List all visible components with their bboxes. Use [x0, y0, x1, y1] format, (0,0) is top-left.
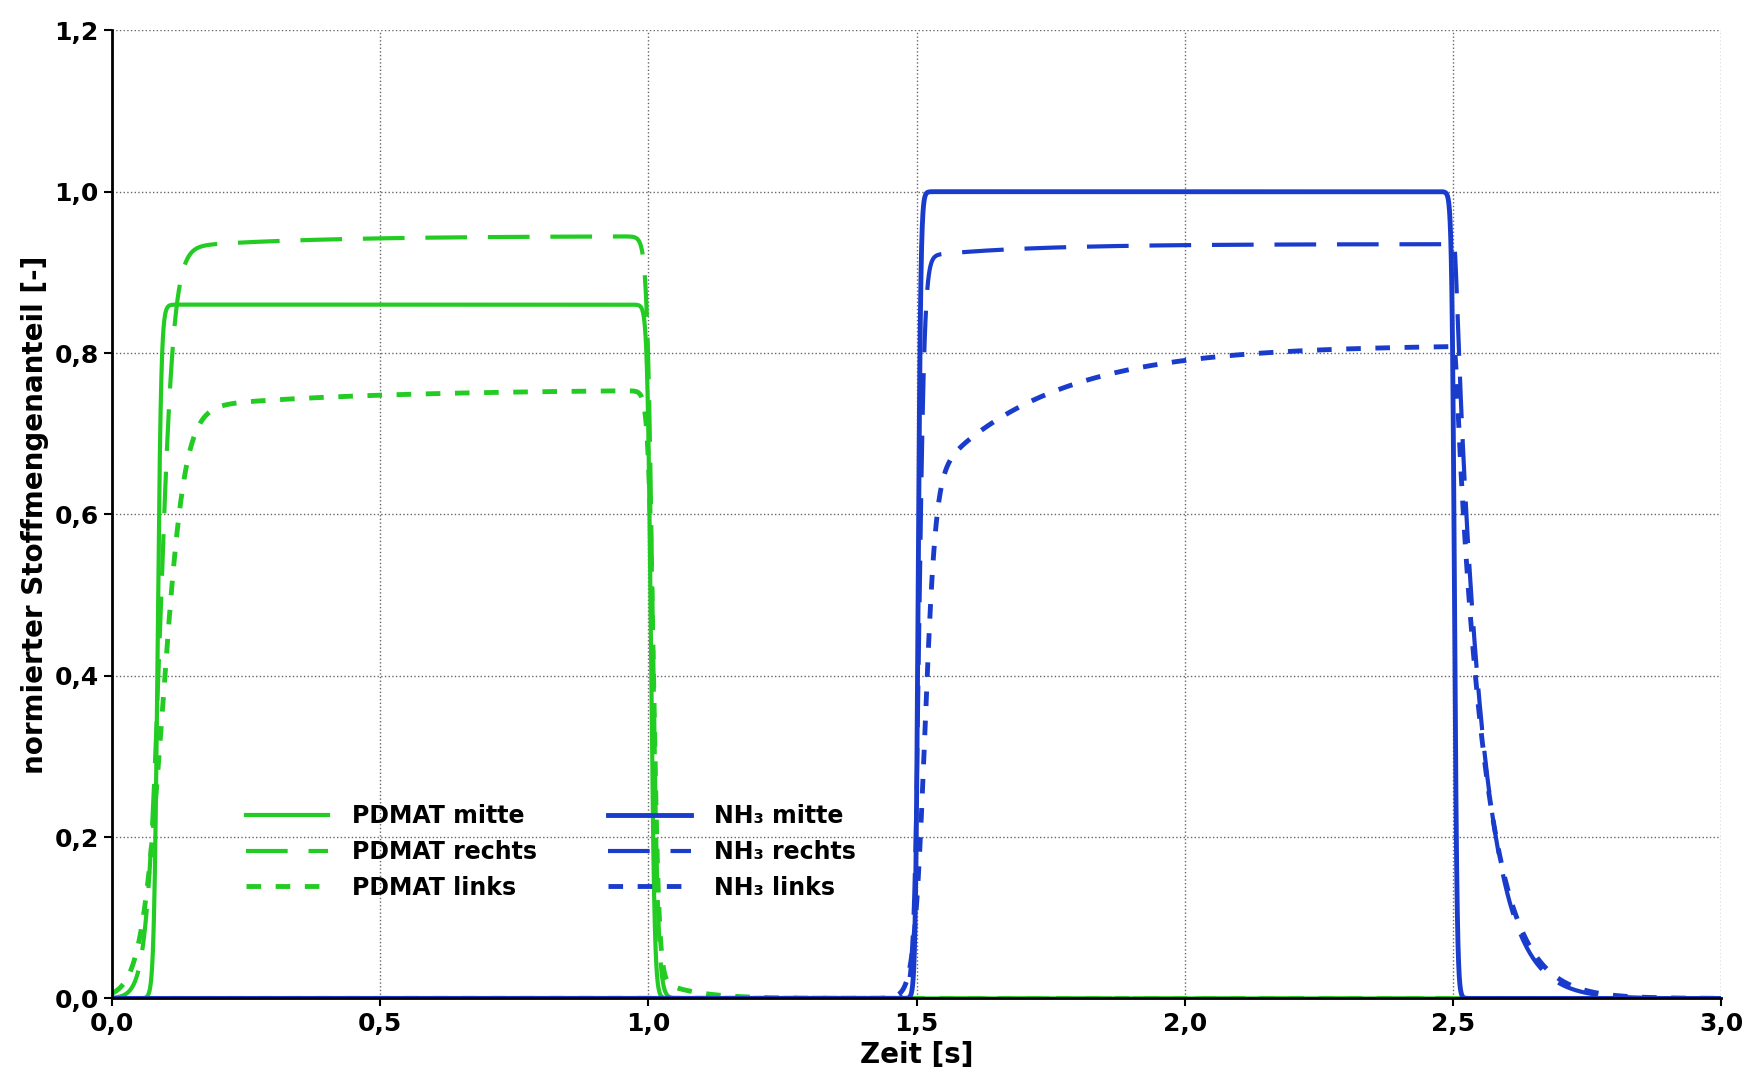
PDMAT rechts: [503, 230, 524, 243]
NH₃ rechts: [503, 992, 524, 1005]
NH₃ links: [863, 992, 884, 1005]
NH₃ links: [503, 992, 524, 1005]
NH₃ mitte: [863, 992, 884, 1005]
PDMAT links: [1074, 992, 1095, 1005]
PDMAT mitte: [1134, 992, 1155, 1005]
PDMAT rechts: [610, 230, 632, 243]
Line: PDMAT mitte: PDMAT mitte: [111, 304, 1722, 998]
NH₃ links: [1074, 374, 1095, 387]
NH₃ rechts: [1134, 239, 1155, 252]
PDMAT links: [616, 385, 637, 398]
NH₃ mitte: [503, 992, 524, 1005]
NH₃ links: [101, 992, 122, 1005]
PDMAT mitte: [503, 298, 524, 311]
PDMAT links: [503, 386, 524, 399]
Line: NH₃ links: NH₃ links: [111, 347, 1722, 998]
PDMAT links: [1711, 992, 1732, 1005]
PDMAT mitte: [863, 992, 884, 1005]
PDMAT rechts: [1607, 992, 1628, 1005]
Line: PDMAT rechts: PDMAT rechts: [111, 237, 1722, 998]
PDMAT mitte: [1607, 992, 1628, 1005]
PDMAT rechts: [1134, 992, 1155, 1005]
PDMAT rechts: [101, 991, 122, 1004]
PDMAT links: [863, 992, 884, 1005]
NH₃ mitte: [1711, 992, 1732, 1005]
NH₃ links: [1443, 340, 1464, 353]
NH₃ mitte: [1492, 992, 1514, 1005]
NH₃ rechts: [1074, 240, 1095, 253]
PDMAT links: [1134, 992, 1155, 1005]
NH₃ mitte: [1134, 185, 1155, 198]
PDMAT links: [1607, 992, 1628, 1005]
PDMAT links: [101, 986, 122, 1000]
NH₃ mitte: [1074, 185, 1095, 198]
PDMAT mitte: [1074, 992, 1095, 1005]
PDMAT rechts: [1254, 992, 1275, 1005]
PDMAT mitte: [706, 992, 727, 1005]
Line: NH₃ mitte: NH₃ mitte: [111, 192, 1722, 998]
NH₃ links: [1607, 989, 1628, 1002]
NH₃ rechts: [1607, 990, 1628, 1003]
PDMAT mitte: [101, 992, 122, 1005]
NH₃ rechts: [101, 992, 122, 1005]
NH₃ mitte: [1607, 992, 1628, 1005]
NH₃ mitte: [956, 185, 977, 198]
NH₃ mitte: [101, 992, 122, 1005]
PDMAT mitte: [1711, 992, 1732, 1005]
NH₃ mitte: [1254, 185, 1275, 198]
PDMAT mitte: [1254, 992, 1275, 1005]
PDMAT rechts: [1074, 992, 1095, 1005]
NH₃ rechts: [1443, 238, 1464, 251]
PDMAT rechts: [863, 992, 884, 1005]
NH₃ links: [1254, 347, 1275, 360]
NH₃ rechts: [1711, 992, 1732, 1005]
Line: PDMAT links: PDMAT links: [111, 391, 1722, 998]
Line: NH₃ rechts: NH₃ rechts: [111, 244, 1722, 998]
PDMAT rechts: [1711, 992, 1732, 1005]
X-axis label: Zeit [s]: Zeit [s]: [859, 1041, 974, 1069]
PDMAT rechts: [741, 992, 762, 1005]
NH₃ links: [1711, 992, 1732, 1005]
PDMAT mitte: [213, 298, 235, 311]
NH₃ rechts: [1254, 238, 1275, 251]
Y-axis label: normierter Stoffmengenanteil [-]: normierter Stoffmengenanteil [-]: [21, 255, 49, 774]
Legend: PDMAT mitte, PDMAT rechts, PDMAT links, NH₃ mitte, NH₃ rechts, NH₃ links: PDMAT mitte, PDMAT rechts, PDMAT links, …: [236, 795, 866, 909]
PDMAT links: [1254, 992, 1275, 1005]
NH₃ rechts: [863, 992, 884, 1005]
NH₃ links: [1134, 360, 1155, 373]
